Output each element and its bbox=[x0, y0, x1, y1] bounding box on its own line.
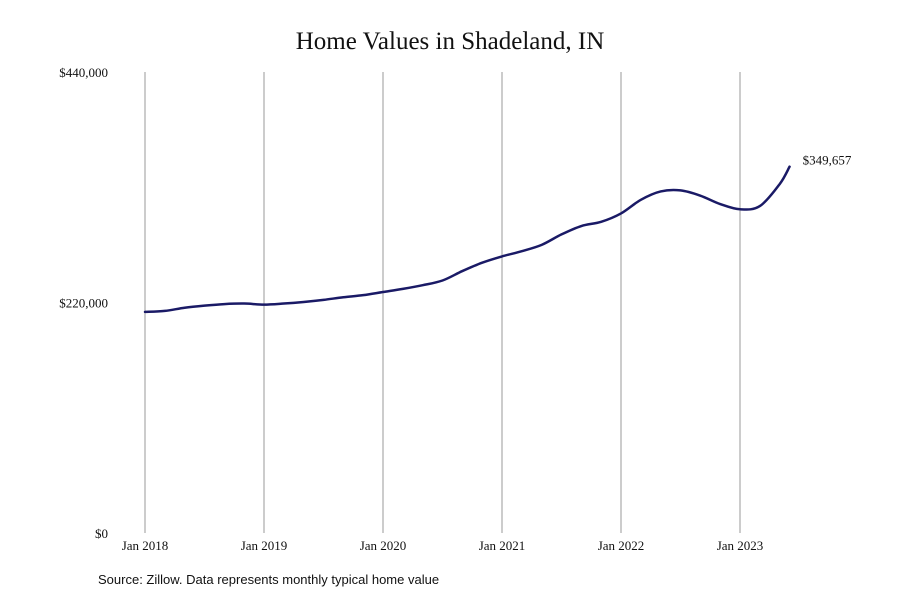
data-point bbox=[561, 234, 563, 236]
data-point bbox=[779, 183, 781, 185]
x-tick-label: Jan 2019 bbox=[241, 538, 288, 553]
data-point bbox=[184, 307, 186, 309]
data-point bbox=[204, 305, 206, 307]
data-point bbox=[462, 270, 464, 272]
data-point bbox=[442, 280, 444, 282]
source-note: Source: Zillow. Data represents monthly … bbox=[98, 572, 440, 587]
data-point bbox=[541, 244, 543, 246]
x-tick-label: Jan 2018 bbox=[122, 538, 169, 553]
data-point bbox=[600, 221, 602, 223]
gridlines bbox=[144, 72, 741, 533]
y-tick-label: $220,000 bbox=[59, 296, 108, 311]
data-point bbox=[719, 203, 721, 205]
data-point bbox=[243, 303, 245, 305]
series-line bbox=[143, 165, 791, 314]
data-point bbox=[382, 291, 384, 293]
data-point bbox=[759, 205, 761, 207]
data-point bbox=[620, 213, 622, 215]
x-tick-label: Jan 2022 bbox=[598, 538, 645, 553]
data-point bbox=[680, 190, 682, 192]
series-layer: $349,657 bbox=[143, 153, 852, 314]
data-point bbox=[640, 199, 642, 201]
data-point bbox=[343, 296, 345, 298]
y-tick-label: $0 bbox=[95, 526, 108, 541]
x-tick-label: Jan 2021 bbox=[479, 538, 526, 553]
axis-ticks: Jan 2018 Jan 2019 Jan 2020 Jan 2021 Jan 2022… bbox=[59, 65, 763, 553]
chart-title: Home Values in Shadeland, IN bbox=[295, 28, 605, 55]
end-value-label: $349,657 bbox=[803, 153, 852, 168]
data-point bbox=[521, 250, 523, 252]
data-point bbox=[581, 225, 583, 227]
data-point bbox=[224, 303, 226, 305]
data-point bbox=[739, 208, 741, 210]
data-point bbox=[402, 288, 404, 290]
x-tick-label: Jan 2023 bbox=[717, 538, 764, 553]
data-point bbox=[263, 304, 265, 306]
data-point bbox=[501, 256, 503, 258]
data-point bbox=[164, 310, 166, 312]
x-tick-label: Jan 2020 bbox=[360, 538, 407, 553]
data-point bbox=[323, 299, 325, 301]
data-point bbox=[789, 166, 791, 168]
data-point bbox=[144, 311, 146, 313]
data-point bbox=[362, 294, 364, 296]
data-point bbox=[660, 191, 662, 193]
y-tick-label: $440,000 bbox=[59, 65, 108, 80]
data-point bbox=[700, 195, 702, 197]
data-point bbox=[422, 284, 424, 286]
data-point bbox=[481, 262, 483, 264]
data-point bbox=[303, 301, 305, 303]
data-point bbox=[283, 303, 285, 305]
